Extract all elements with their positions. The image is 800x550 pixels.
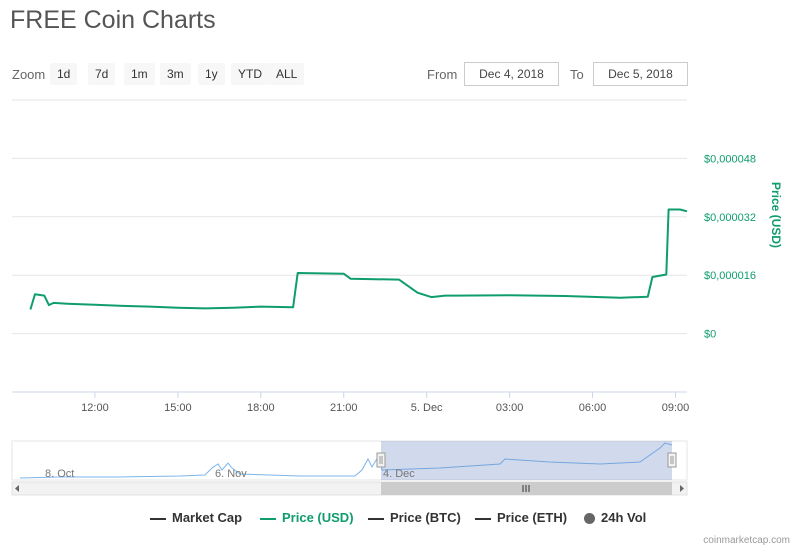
legend-24h-vol[interactable]: 24h Vol — [584, 510, 646, 525]
zoom-1d-button[interactable]: 1d — [50, 63, 78, 85]
scroll-left-arrow-icon[interactable] — [15, 485, 19, 492]
x-tick-label: 5. Dec — [411, 402, 443, 414]
navigator-handle[interactable] — [667, 452, 677, 468]
legend-dot-symbol — [584, 513, 595, 525]
legend-line-symbol — [475, 517, 491, 520]
zoom-1m-button[interactable]: 1m — [124, 63, 155, 85]
legend-line-symbol — [368, 517, 384, 520]
y-tick-label: $0,000048 — [704, 153, 756, 165]
navigator-series-line — [19, 442, 673, 479]
from-date-input[interactable]: Dec 4, 2018 — [464, 62, 559, 86]
legend-price-usd-label: Price (USD) — [282, 510, 354, 525]
legend-24h-vol-label: 24h Vol — [601, 510, 647, 525]
price-usd-series-line — [29, 208, 688, 310]
x-tick-label: 06:00 — [579, 402, 607, 414]
legend: Market Cap Price (USD) Price (BTC) Price… — [0, 510, 800, 530]
legend-line-symbol — [150, 517, 166, 520]
y-tick-label: $0 — [704, 329, 716, 341]
navigator-label: 8. Oct — [45, 468, 74, 480]
legend-price-btc-label: Price (BTC) — [390, 510, 461, 525]
zoom-1y-button[interactable]: 1y — [198, 63, 225, 85]
zoom-ytd-button[interactable]: YTD — [231, 63, 269, 85]
zoom-3m-button[interactable]: 3m — [160, 63, 191, 85]
legend-price-eth-label: Price (ETH) — [497, 510, 568, 525]
y-axis-title: Price (USD) — [769, 182, 783, 248]
zoom-all-button[interactable]: ALL — [269, 63, 305, 85]
navigator-label: 6. Nov — [215, 468, 247, 480]
navigator-frame — [11, 440, 688, 481]
legend-market-cap-label: Market Cap — [172, 510, 243, 525]
scroll-right-arrow-icon[interactable] — [680, 485, 684, 492]
page-title: FREE Coin Charts — [10, 6, 216, 34]
legend-market-cap[interactable]: Market Cap — [150, 510, 242, 525]
x-tick-label: 21:00 — [330, 402, 358, 414]
y-tick-label: $0,000032 — [704, 212, 756, 224]
x-tick-label: 12:00 — [81, 402, 109, 414]
legend-line-symbol — [260, 517, 276, 520]
legend-price-eth[interactable]: Price (ETH) — [475, 510, 567, 525]
credits[interactable]: coinmarketcap.com — [703, 535, 790, 546]
to-date-input[interactable]: Dec 5, 2018 — [593, 62, 688, 86]
legend-price-btc[interactable]: Price (BTC) — [368, 510, 461, 525]
navigator-selected-range[interactable] — [381, 441, 672, 480]
x-tick-label: 09:00 — [662, 402, 690, 414]
navigator-label: 4. Dec — [383, 468, 415, 480]
from-label: From — [427, 67, 458, 82]
x-tick-label: 18:00 — [247, 402, 275, 414]
x-tick-label: 15:00 — [164, 402, 192, 414]
navigator-handle[interactable] — [376, 452, 386, 468]
to-label: To — [570, 67, 584, 82]
y-tick-label: $0,000016 — [704, 270, 756, 282]
x-tick-label: 03:00 — [496, 402, 524, 414]
zoom-label: Zoom — [12, 67, 46, 82]
legend-price-usd[interactable]: Price (USD) — [260, 510, 354, 525]
zoom-7d-button[interactable]: 7d — [88, 63, 116, 85]
